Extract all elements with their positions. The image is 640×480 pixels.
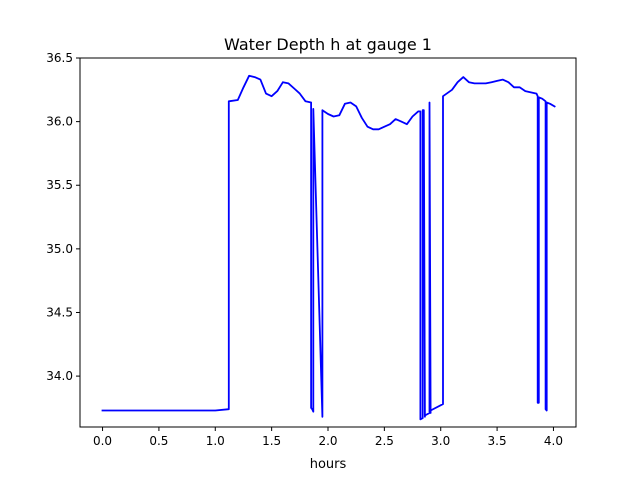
x-tick-label: 2.0	[318, 434, 337, 448]
x-axis-label: hours	[310, 457, 347, 472]
plot-area	[101, 74, 556, 421]
x-tick-label: 2.5	[375, 434, 394, 448]
x-tick-label: 0.5	[149, 434, 168, 448]
plot-frame	[79, 57, 577, 428]
x-tick-label: 0.0	[93, 434, 112, 448]
x-tick-label: 1.0	[206, 434, 225, 448]
x-tick-label: 4.0	[544, 434, 563, 448]
y-tick-label: 36.0	[46, 115, 73, 129]
y-tick-label: 35.5	[46, 178, 73, 192]
y-tick-label: 34.5	[46, 305, 73, 319]
y-axis: 34.0 34.5 35.0 35.5 36.0 36.5	[46, 51, 80, 383]
x-tick-label: 3.0	[431, 434, 450, 448]
x-tick-label: 3.5	[488, 434, 507, 448]
y-tick-label: 36.5	[46, 51, 73, 65]
y-tick-label: 34.0	[46, 369, 73, 383]
y-tick-label: 35.0	[46, 242, 73, 256]
chart-title: Water Depth h at gauge 1	[224, 35, 432, 54]
water-depth-series-line	[101, 74, 556, 421]
x-tick-label: 1.5	[262, 434, 281, 448]
x-axis: 0.0 0.5 1.0 1.5 2.0 2.5 3.0 3.5 4.0	[93, 427, 563, 448]
